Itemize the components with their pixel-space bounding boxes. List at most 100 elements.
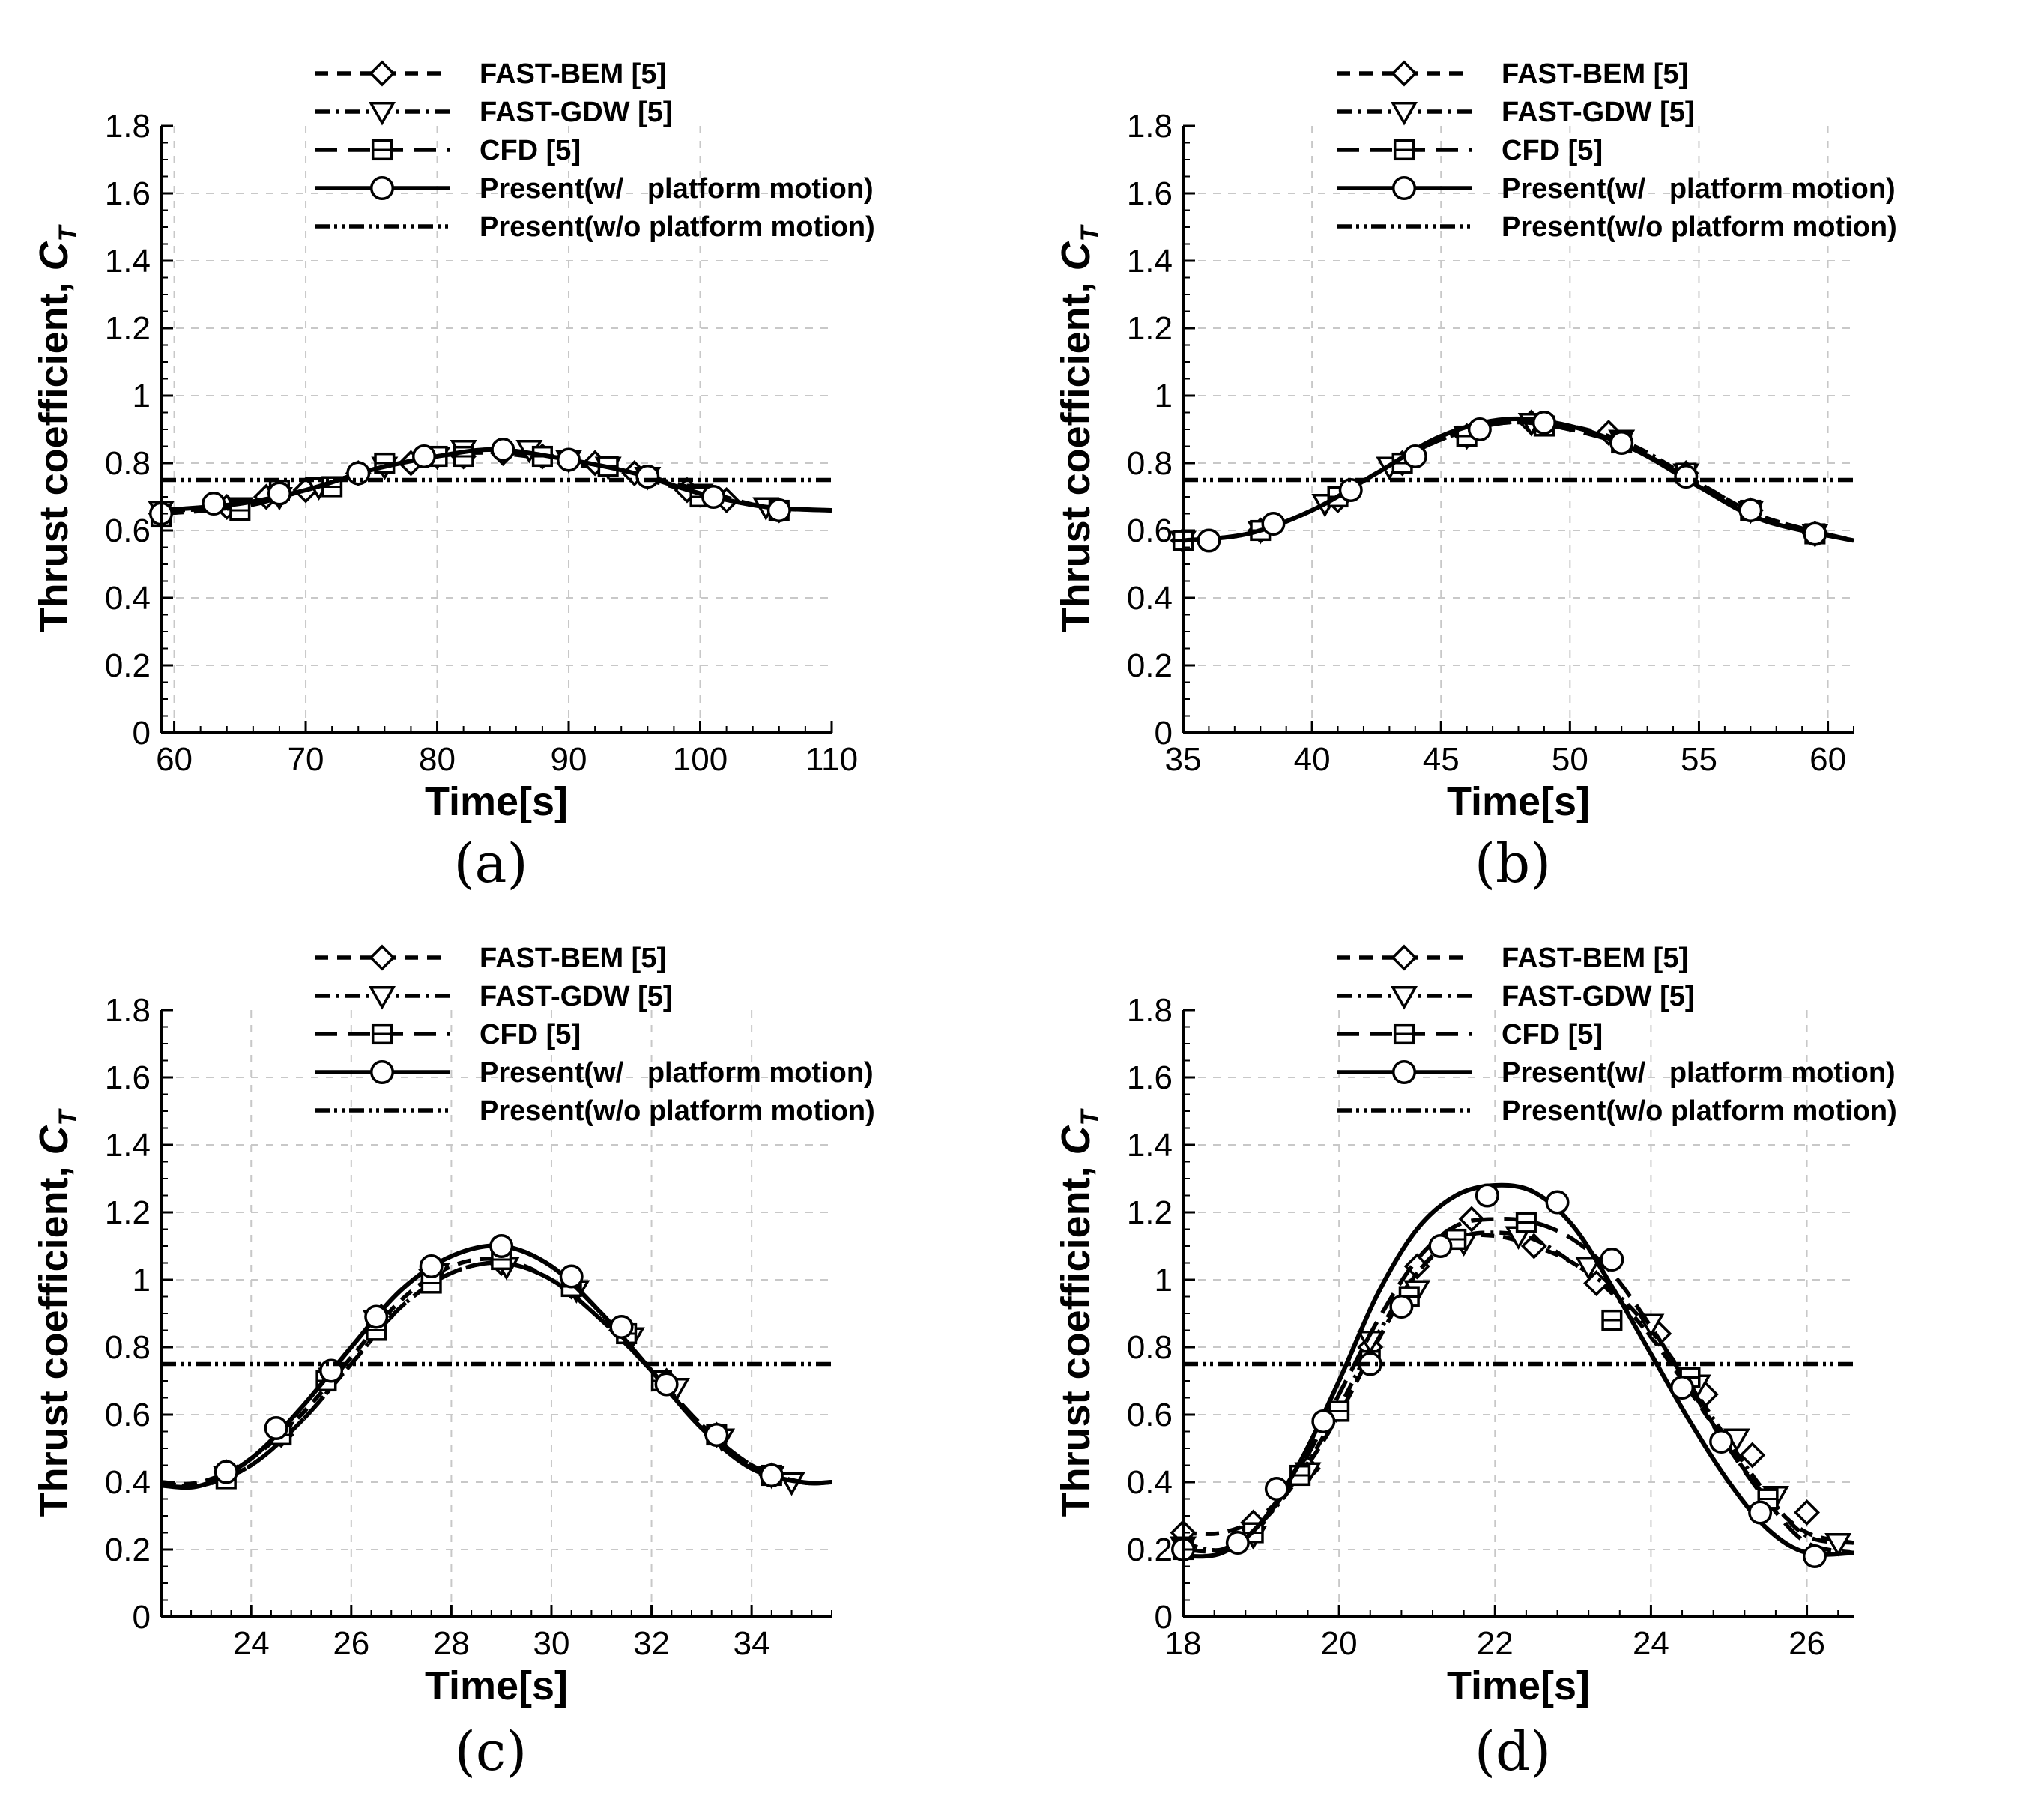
- legend-label: Present(w/ platform motion): [1502, 173, 1896, 205]
- y-tick-label: 1.4: [1127, 1127, 1173, 1164]
- y-tick-label: 1.8: [1127, 992, 1173, 1029]
- legend-label: Present(w/ platform motion): [1502, 1057, 1896, 1089]
- caption-b: (b): [1474, 832, 1552, 895]
- data-point: [1338, 478, 1363, 502]
- series-1: [148, 440, 832, 527]
- y-axis-label: Thrust coefficient, CT: [1053, 223, 1104, 632]
- legend-item: CFD [5]: [1337, 135, 1603, 166]
- y-axis-label-subscript: T: [54, 1107, 82, 1125]
- y-tick-label: 0.2: [1127, 1532, 1173, 1568]
- legend: FAST-BEM [5] FAST-GDW [5] CFD [5] Present(w…: [1337, 943, 1897, 1127]
- y-tick-label: 0: [1155, 1599, 1173, 1636]
- x-tick-label: 24: [1633, 1625, 1669, 1662]
- legend-item: Present(w/o platform motion): [1337, 1095, 1897, 1127]
- legend-item: CFD [5]: [315, 1019, 581, 1050]
- legend-label: CFD [5]: [480, 135, 581, 166]
- legend-marker: [370, 176, 394, 200]
- y-tick-label: 0.8: [105, 1329, 151, 1366]
- legend-item: CFD [5]: [315, 135, 581, 166]
- y-tick-label: 1.6: [1127, 1059, 1173, 1096]
- legend-marker: [368, 986, 396, 1010]
- y-tick-label: 0.4: [105, 580, 151, 617]
- y-tick-label: 1: [1155, 378, 1173, 414]
- data-point: [1264, 1477, 1289, 1501]
- y-axis-label-subscript: T: [54, 223, 82, 241]
- legend-label: FAST-BEM [5]: [480, 58, 666, 90]
- legend-item: Present(w/o platform motion): [315, 211, 875, 243]
- legend-label: Present(w/o platform motion): [480, 1095, 875, 1127]
- data-point: [411, 444, 436, 468]
- legend-marker: [1392, 176, 1416, 200]
- y-tick-label: 1: [1155, 1262, 1173, 1298]
- chart-b-svg: 0 0.2 0.4 0.6 0.8 1 1.2 1.4 1.6 1.8 35 40 45 50 55 60 Ti…: [1053, 58, 1897, 824]
- y-axis-label-symbol: C: [1053, 241, 1098, 270]
- y-tick-label: 0.6: [105, 513, 151, 549]
- data-point: [635, 465, 660, 489]
- legend-marker: [1392, 1060, 1416, 1084]
- y-tick-label: 1.2: [1127, 310, 1173, 347]
- legend-marker: [368, 102, 396, 126]
- legend-item: CFD [5]: [1337, 1019, 1603, 1050]
- legend-label: Present(w/ platform motion): [480, 173, 874, 205]
- y-tick-label: 0.2: [105, 647, 151, 684]
- legend-label: Present(w/o platform motion): [1502, 211, 1897, 243]
- legend-item: FAST-GDW [5]: [1337, 981, 1695, 1012]
- y-axis-label-symbol: C: [31, 1125, 76, 1155]
- x-tick-label: 100: [673, 741, 728, 778]
- legend-item: Present(w/ platform motion): [315, 1057, 874, 1089]
- data-point: [557, 447, 581, 472]
- legend: FAST-BEM [5] FAST-GDW [5] CFD [5] Present(w…: [315, 58, 875, 243]
- x-tick-label: 32: [633, 1625, 670, 1662]
- x-tick-label: 50: [1552, 741, 1588, 778]
- caption-a: (a): [453, 832, 528, 895]
- data-point: [1475, 1183, 1499, 1208]
- data-point: [1803, 521, 1827, 546]
- x-tick-label: 26: [1788, 1625, 1825, 1662]
- y-tick-label: 0.2: [105, 1532, 151, 1568]
- y-tick-label: 0.2: [1127, 647, 1173, 684]
- data-point: [1609, 431, 1634, 455]
- chart-c-svg: 0 0.2 0.4 0.6 0.8 1 1.2 1.4 1.6 1.8 24 26 28 30 32 34 Ti…: [31, 943, 875, 1708]
- y-tick-label: 0.8: [1127, 445, 1173, 482]
- series-line: [1182, 1182, 1854, 1559]
- legend-item: FAST-BEM [5]: [315, 943, 666, 974]
- y-tick-label: 0.4: [105, 1464, 151, 1501]
- y-tick-label: 1: [133, 1262, 151, 1298]
- y-tick-label: 1.4: [105, 243, 151, 279]
- legend-label: Present(w/ platform motion): [480, 1057, 874, 1089]
- legend-label: FAST-BEM [5]: [1502, 58, 1688, 90]
- y-tick-label: 1.6: [105, 175, 151, 212]
- legend-item: FAST-GDW [5]: [315, 981, 673, 1012]
- legend-item: Present(w/o platform motion): [315, 1095, 875, 1127]
- legend-label: CFD [5]: [1502, 1019, 1603, 1050]
- data-point: [1709, 1430, 1734, 1454]
- data-point: [701, 485, 726, 509]
- data-point: [1311, 1409, 1336, 1433]
- legend-marker: [369, 944, 396, 971]
- y-axis-label: Thrust coefficient, CT: [31, 223, 82, 632]
- y-tick-label: 0: [1155, 715, 1173, 752]
- y-axis-label: Thrust coefficient, CT: [31, 1107, 82, 1517]
- panel-b: 0 0.2 0.4 0.6 0.8 1 1.2 1.4 1.6 1.8 35 40 45 50 55 60 Ti…: [1022, 0, 2044, 902]
- data-point: [1738, 498, 1763, 522]
- data-point: [759, 1463, 784, 1487]
- data-point: [1674, 465, 1699, 489]
- data-point: [1428, 1234, 1453, 1258]
- y-tick-label: 1.2: [105, 1194, 151, 1231]
- x-axis-label: Time[s]: [425, 779, 568, 824]
- x-axis-label: Time[s]: [425, 1663, 568, 1708]
- x-tick-label: 45: [1423, 741, 1460, 778]
- legend-label: Present(w/o platform motion): [1502, 1095, 1897, 1127]
- x-tick-label: 90: [551, 741, 587, 778]
- legend-label: FAST-GDW [5]: [480, 97, 673, 128]
- y-tick-label: 0.8: [105, 445, 151, 482]
- data-point: [1389, 1295, 1414, 1319]
- y-axis-label-subscript: T: [1076, 223, 1104, 241]
- y-tick-label: 1: [133, 378, 151, 414]
- data-point: [1261, 512, 1286, 536]
- data-point: [1670, 1376, 1695, 1400]
- y-tick-label: 0.8: [1127, 1329, 1173, 1366]
- data-point: [489, 1234, 514, 1258]
- x-tick-label: 80: [419, 741, 456, 778]
